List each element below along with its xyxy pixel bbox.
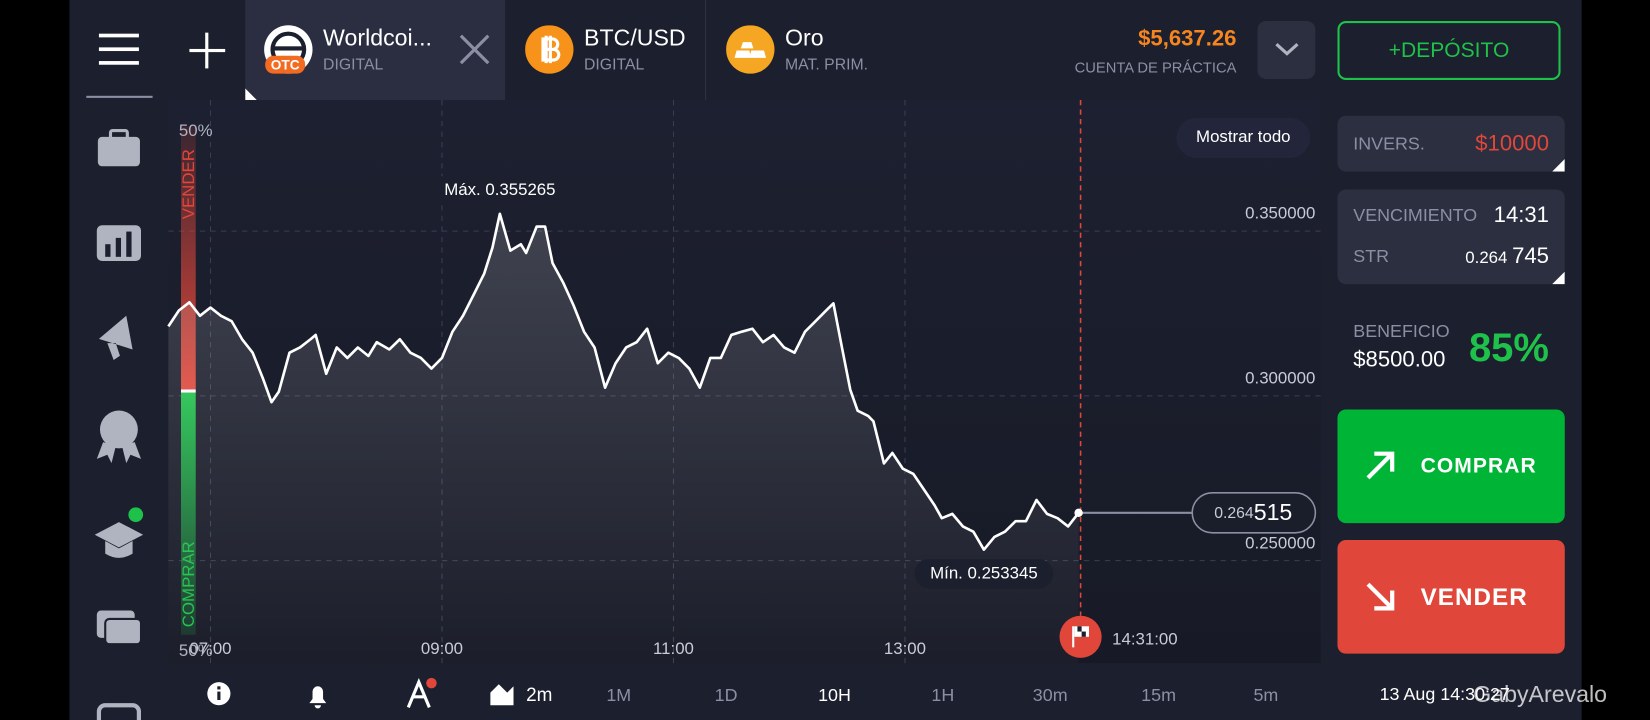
tab-title: Worldcoi...	[323, 24, 432, 51]
strike-main: 0.264	[1465, 249, 1508, 268]
timeframe-button[interactable]: 5m	[1253, 685, 1279, 706]
bitcoin-icon	[525, 25, 574, 74]
profit-amount: $8500.00	[1353, 347, 1446, 372]
flag-pole	[1072, 626, 1075, 648]
strike-pips: 745	[1512, 244, 1549, 269]
y-tick-label: 0.300000	[1245, 369, 1315, 388]
buy-label: COMPRAR	[1420, 454, 1537, 478]
price-area	[168, 213, 1079, 664]
toolbar-icons	[207, 677, 514, 709]
max-label-bg	[430, 175, 570, 206]
current-price-pips: 515	[1254, 499, 1293, 525]
chart-type-icon[interactable]	[490, 684, 514, 706]
buy-button[interactable]	[1337, 409, 1565, 524]
box-corner	[1552, 158, 1565, 172]
tab-separator	[705, 0, 707, 100]
box-corner	[1552, 271, 1565, 285]
timeframe-button[interactable]: 30m	[1032, 685, 1068, 706]
max-label: Máx. 0.355265	[444, 180, 555, 199]
strike-label: STR	[1353, 246, 1390, 267]
trading-history-icon[interactable]	[96, 225, 142, 262]
account-type: CUENTA DE PRÁCTICA	[1074, 58, 1237, 76]
price-line	[167, 212, 1080, 551]
info-icon[interactable]	[207, 682, 231, 706]
arrow-down-icon	[1366, 582, 1395, 611]
arrow-up-icon	[1366, 451, 1395, 480]
sentiment-top-label: 50%	[179, 121, 213, 140]
otc-badge: OTC	[265, 55, 306, 74]
balance: $5,637.26	[1138, 26, 1237, 51]
current-price-main: 0.264	[1214, 505, 1254, 522]
y-tick-label: 0.350000	[1245, 204, 1315, 223]
chat-icon[interactable]	[96, 610, 143, 646]
timeframe-button[interactable]: 1M	[606, 685, 632, 706]
show-all-button[interactable]: Mostrar todo	[1176, 117, 1311, 158]
achievements-icon[interactable]	[96, 410, 142, 464]
expiry-time: 14:31	[1493, 203, 1549, 228]
portfolio-icon[interactable]	[97, 136, 140, 167]
tab-subtitle: DIGITAL	[584, 55, 645, 74]
payout: 85%	[1468, 326, 1549, 371]
sell-sentiment-label: VENDER	[179, 149, 198, 219]
tab-subtitle: DIGITAL	[323, 55, 384, 74]
strike-price: 0.264 745	[1465, 245, 1549, 267]
drawing-icon[interactable]	[406, 677, 437, 708]
gold-icon	[726, 25, 775, 74]
deposit-button[interactable]: +DEPÓSITO	[1337, 21, 1561, 80]
timeframe-button[interactable]: 1D	[714, 685, 738, 706]
menu-underline	[86, 95, 153, 98]
candle-period[interactable]: 2m	[526, 684, 553, 706]
current-point	[1074, 508, 1083, 518]
sell-button[interactable]	[1337, 539, 1565, 654]
account-dropdown[interactable]	[1257, 21, 1316, 79]
alerts-icon[interactable]	[309, 686, 327, 709]
notification-dot	[128, 507, 144, 523]
promo-icon[interactable]	[98, 315, 133, 360]
date-time: 13 Aug 14:30:27	[1379, 684, 1510, 705]
expiry-time-label: 14:31:00	[1112, 629, 1178, 648]
tab-title[interactable]: Oro	[785, 24, 824, 51]
investment-amount: $10000	[1475, 131, 1549, 156]
investment-box[interactable]	[1337, 115, 1565, 172]
close-tab-button[interactable]	[459, 34, 491, 66]
current-price: 0.264515	[1214, 499, 1292, 525]
flag-check	[1077, 626, 1082, 632]
tab-corner	[245, 88, 258, 102]
expiry-label: VENCIMIENTO	[1353, 205, 1478, 226]
price-chart: 0.2500000.3000000.35000007:0009:0011:001…	[167, 99, 1321, 664]
flag-check	[1081, 631, 1086, 637]
investment-label: INVERS.	[1353, 133, 1425, 154]
add-tab-button[interactable]	[187, 31, 227, 71]
y-tick-label: 0.250000	[1245, 533, 1315, 552]
flag-icon	[1072, 626, 1089, 648]
timeframe-button[interactable]: 15m	[1141, 685, 1176, 706]
menu-button[interactable]	[95, 32, 143, 68]
timeframe-button[interactable]: 1H	[931, 685, 955, 706]
min-label-bg	[914, 559, 1054, 589]
current-price-pill	[1191, 492, 1317, 534]
chevron-icon	[1275, 43, 1299, 56]
min-label: Mín. 0.253345	[930, 563, 1038, 582]
expiry-box[interactable]	[1337, 189, 1565, 285]
profit-label: BENEFICIO	[1353, 321, 1450, 342]
sidebar	[94, 128, 144, 720]
more-icon[interactable]	[96, 703, 142, 720]
tab-title[interactable]: BTC/USD	[584, 24, 686, 51]
watermark: GabyArevalo	[1473, 681, 1608, 708]
sell-label: VENDER	[1420, 583, 1528, 611]
tab-subtitle: MAT. PRIM.	[785, 55, 869, 74]
education-icon[interactable]	[94, 522, 144, 558]
timeframe-button[interactable]: 10H	[818, 685, 851, 706]
